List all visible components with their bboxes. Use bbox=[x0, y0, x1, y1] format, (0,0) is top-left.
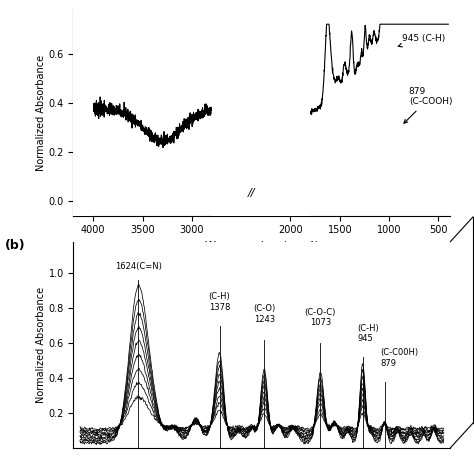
Text: 1624(C=N): 1624(C=N) bbox=[115, 263, 162, 272]
Text: (C-O-C)
1073: (C-O-C) 1073 bbox=[305, 308, 336, 328]
Text: 879
(C-COOH): 879 (C-COOH) bbox=[404, 87, 452, 123]
Bar bbox=[211, 0, 310, 226]
Bar bbox=[73, 0, 93, 226]
Text: (C-H)
945: (C-H) 945 bbox=[358, 324, 380, 343]
X-axis label: Wavenumber (cm⁻¹): Wavenumber (cm⁻¹) bbox=[205, 241, 319, 251]
Text: 945 (C-H): 945 (C-H) bbox=[398, 34, 445, 47]
Text: (C-C00H)
879: (C-C00H) 879 bbox=[380, 348, 419, 367]
Text: (C-O)
1243: (C-O) 1243 bbox=[253, 304, 275, 324]
Text: (C-H)
1378: (C-H) 1378 bbox=[209, 292, 230, 311]
Y-axis label: Normalized Absorbance: Normalized Absorbance bbox=[36, 55, 46, 171]
Text: (b): (b) bbox=[5, 239, 26, 252]
Text: //: // bbox=[248, 189, 256, 199]
Y-axis label: Normalized Absorbance: Normalized Absorbance bbox=[36, 287, 46, 403]
